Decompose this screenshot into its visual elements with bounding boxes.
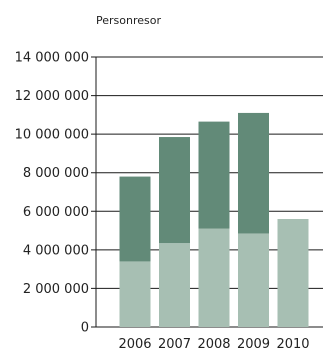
x-axis-labels: 2006 2007 2008 2009 2010 xyxy=(118,337,309,350)
y-tick-label: 2 000 000 xyxy=(23,282,89,297)
y-tick-label: 0 xyxy=(81,321,89,336)
x-tick-label: 2006 xyxy=(118,337,151,350)
bars xyxy=(119,112,309,327)
x-tick-label: 2009 xyxy=(237,337,270,350)
bar-segment xyxy=(238,233,269,327)
bar-segment xyxy=(238,112,269,234)
bar-segment xyxy=(119,261,151,327)
bar-segment xyxy=(198,121,230,229)
y-tick-label: 10 000 000 xyxy=(15,128,89,143)
x-tick-label: 2010 xyxy=(276,337,309,350)
bar-segment xyxy=(159,137,190,244)
bar-segment xyxy=(198,228,230,327)
x-tick-label: 2007 xyxy=(158,337,191,350)
y-tick-label: 6 000 000 xyxy=(23,205,89,220)
y-tick-label: 4 000 000 xyxy=(23,243,89,258)
y-tick-label: 12 000 000 xyxy=(15,89,89,104)
x-tick-label: 2008 xyxy=(197,337,230,350)
y-axis-ticks: 0 2 000 000 4 000 000 6 000 000 8 000 000 10 … xyxy=(15,51,89,336)
bar-segment xyxy=(159,243,190,327)
bar-segment xyxy=(277,219,309,327)
unit-label: Personresor xyxy=(96,14,161,27)
y-tick-label: 14 000 000 xyxy=(15,51,89,66)
bar-segment xyxy=(119,176,151,262)
y-tick-label: 8 000 000 xyxy=(23,166,89,181)
